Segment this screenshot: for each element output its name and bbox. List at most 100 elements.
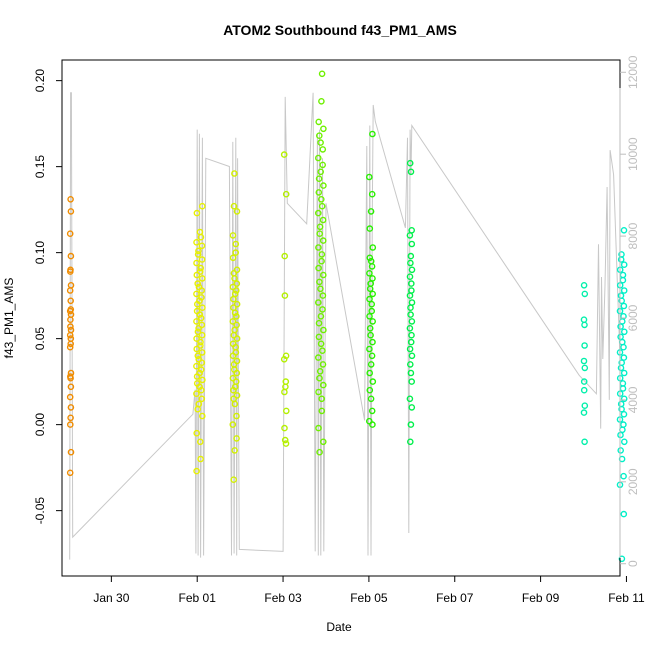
data-point: [231, 447, 238, 454]
data-point: [281, 388, 288, 396]
y2-tick-label: 2000: [626, 468, 640, 495]
y2-tick-label: 4000: [626, 386, 640, 413]
data-point: [193, 259, 200, 267]
data-point: [281, 424, 288, 432]
data-point: [232, 287, 240, 294]
data-point: [319, 347, 326, 355]
data-point: [231, 275, 238, 282]
data-point: [368, 352, 376, 360]
data-point: [67, 383, 75, 391]
data-point: [366, 295, 373, 303]
data-point: [368, 190, 376, 198]
y-tick-label: 0.05: [33, 327, 47, 351]
data-point: [617, 400, 625, 408]
data-point: [369, 244, 377, 251]
series-5: [365, 130, 377, 428]
data-point: [315, 244, 322, 251]
data-point: [316, 367, 324, 375]
data-point: [619, 426, 626, 434]
data-point: [620, 369, 628, 377]
data-point: [315, 189, 323, 196]
data-point: [620, 287, 628, 294]
data-point: [620, 261, 628, 269]
data-point: [229, 232, 237, 239]
data-point: [320, 182, 327, 189]
data-point: [617, 323, 624, 330]
y2-tick-label: 8000: [626, 222, 640, 249]
data-point: [198, 202, 206, 210]
data-point: [314, 154, 322, 162]
data-point: [368, 300, 376, 308]
data-point: [620, 302, 628, 310]
data-point: [198, 256, 206, 263]
data-point: [318, 251, 326, 258]
data-point: [229, 421, 237, 428]
x-tick-label: Feb 07: [436, 591, 474, 605]
data-point: [369, 338, 376, 346]
data-point: [318, 202, 326, 210]
data-point: [198, 412, 206, 420]
series-2: [229, 170, 241, 484]
data-point: [318, 407, 326, 415]
data-point: [195, 324, 202, 332]
data-point: [67, 311, 75, 318]
data-point: [620, 343, 627, 351]
data-point: [617, 447, 625, 454]
data-point: [317, 139, 324, 146]
data-point: [233, 435, 240, 442]
data-point: [319, 146, 327, 153]
data-point: [619, 276, 627, 284]
data-point: [407, 311, 414, 318]
data-point: [193, 373, 201, 380]
data-point: [620, 226, 628, 234]
data-point: [366, 269, 373, 277]
data-point: [233, 300, 241, 308]
data-point: [366, 254, 374, 262]
y-tick-label: -0.05: [33, 497, 47, 525]
data-point: [282, 407, 290, 415]
data-point: [198, 359, 206, 367]
data-point: [67, 448, 75, 456]
y-tick-label: 0.10: [33, 241, 47, 265]
data-point: [408, 404, 416, 411]
data-point: [407, 338, 415, 346]
data-point: [197, 264, 204, 272]
data-point: [196, 268, 204, 275]
data-point: [194, 328, 202, 336]
data-point: [193, 209, 201, 217]
data-point: [67, 374, 74, 382]
series-1: [193, 202, 206, 475]
data-point: [198, 331, 206, 339]
data-point: [315, 319, 323, 327]
data-point: [319, 438, 327, 446]
data-point: [199, 376, 206, 384]
secondary-trace-line: [69, 92, 621, 560]
data-point: [282, 440, 290, 447]
data-point: [197, 338, 204, 346]
data-point: [199, 304, 206, 312]
data-point: [193, 318, 200, 325]
data-point: [581, 438, 588, 446]
data-point: [319, 161, 327, 169]
y-axis-title: f43_PM1_AMS: [2, 278, 16, 359]
data-point: [620, 421, 627, 428]
data-point: [315, 388, 322, 396]
data-point: [198, 349, 206, 356]
data-point: [194, 251, 202, 258]
data-point: [408, 240, 416, 248]
data-point: [233, 392, 241, 399]
data-point: [195, 247, 202, 255]
x-axis-title: Date: [326, 620, 352, 634]
data-point: [229, 254, 237, 262]
data-point: [406, 361, 414, 368]
data-point: [406, 345, 414, 353]
data-point: [197, 314, 205, 322]
data-point: [316, 448, 323, 456]
data-point: [314, 209, 322, 217]
data-point: [318, 257, 325, 265]
data-point: [229, 318, 237, 325]
data-point: [366, 386, 374, 394]
data-point: [580, 357, 588, 365]
data-point: [281, 252, 289, 260]
